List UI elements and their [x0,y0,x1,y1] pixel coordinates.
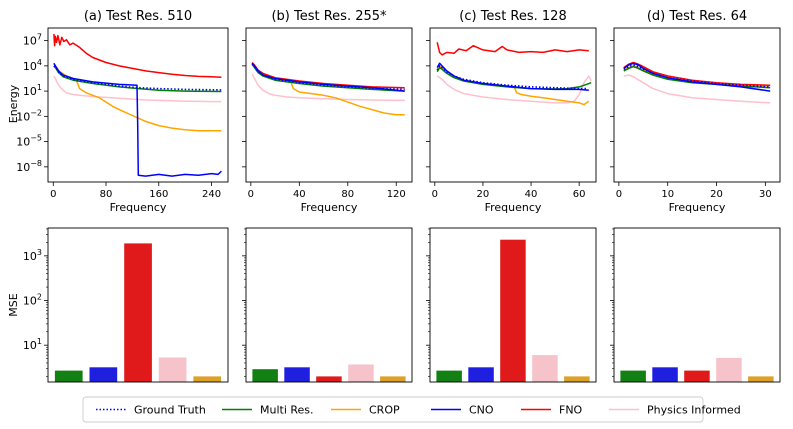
mse-axis-label: MSE [7,293,20,316]
legend-frame [82,396,704,423]
panel-title: (a) Test Res. 510 [84,9,192,24]
panel-title: (c) Test Res. 128 [459,9,566,24]
bar-crop [564,376,590,382]
energy-panel-4: 0 10 20 30 (d) Test Res. 64 Frequency [610,9,781,214]
x-axis-label: Frequency [301,201,358,214]
bar-fno [316,376,342,382]
x-tick-label: 240 [202,189,221,200]
y-tick-label: 101 [23,83,42,98]
bar-crop [748,376,774,382]
bar-multi-res [54,370,83,382]
x-axis-label: Frequency [669,201,726,214]
y-tick-label: 10−8 [16,159,42,174]
x-tick-label: 20 [477,189,490,200]
x-tick-label: 40 [525,189,538,200]
bar-cno [652,367,678,382]
panel-title: (b) Test Res. 255* [271,9,387,24]
plot-frame [613,27,781,183]
x-tick-label: 80 [341,189,354,200]
series-line-crop [436,65,590,106]
x-axis-label: Frequency [485,201,542,214]
x-tick-label: 20 [710,189,723,200]
bar-crop [193,376,222,382]
x-tick-label: 160 [149,189,168,200]
legend: Ground Truth Multi Res. CROP CNO FNO Physics … [82,396,741,423]
bar-physics-informed [532,355,558,382]
panel-title: (d) Test Res. 64 [647,9,747,24]
bar-fno [500,239,526,382]
bar-crop [380,376,406,382]
plot-frame [47,27,229,183]
series-line-physics-informed [436,75,592,104]
plot-frame [245,27,413,183]
legend-label: CROP [369,404,400,417]
bar-physics-informed [716,357,742,382]
series-line-fno [251,61,405,89]
x-tick-label: 0 [248,189,254,200]
series-line-fno [436,42,589,56]
x-tick-label: 120 [387,189,406,200]
plot-frame [245,227,413,383]
series-line-cno [53,62,222,177]
bar-physics-informed [348,364,374,382]
series-line-fno [53,33,222,78]
bar-cno [468,367,494,382]
x-tick-label: 30 [759,189,772,200]
energy-axis-label: Energy [7,84,20,123]
series-line-multi-res [53,65,222,93]
mse-panel-4 [610,227,781,383]
x-tick-label: 0 [616,189,622,200]
legend-label: CNO [469,404,494,417]
y-tick-label: 104 [23,58,42,73]
plot-frame [429,27,597,183]
series-line-physics-informed [53,75,222,103]
y-tick-label: 107 [23,33,42,48]
energy-panel-1: 0 80 160 240 107 104 101 10−2 10−5 10−8 (a) Test R… [16,9,229,214]
y-tick-label: 10−5 [16,134,42,149]
y-tick-label: 103 [23,248,42,263]
mse-panel-2 [242,227,413,383]
legend-label: Physics Informed [647,404,741,417]
x-tick-label: 0 [432,189,438,200]
series-line-fno [623,61,771,86]
bar-multi-res [252,369,278,382]
bar-fno [684,370,710,382]
bar-multi-res [620,370,646,382]
series-line-ground-truth [251,63,405,91]
x-tick-label: 80 [100,189,113,200]
series-line-multi-res [436,66,592,90]
legend-label: Ground Truth [134,404,206,417]
x-tick-label: 0 [50,189,56,200]
bar-cno [89,367,118,382]
plot-frame [613,227,781,383]
bar-physics-informed [158,357,187,382]
series-line-physics-informed [251,73,405,102]
y-tick-label: 10−2 [16,108,42,123]
series-line-cno [251,62,405,92]
bar-cno [284,367,310,382]
bar-fno [124,243,152,382]
legend-label: FNO [559,404,583,417]
mse-panel-3 [426,227,597,383]
energy-panel-2: 0 40 80 120 (b) Test Res. 255* Frequency [242,9,413,214]
series-line-ground-truth [53,65,222,91]
mse-panel-1: 101 102 103 [23,227,229,383]
x-tick-label: 40 [293,189,306,200]
series-line-cno [436,62,589,92]
legend-label: Multi Res. [260,404,314,417]
bar-multi-res [436,370,462,382]
series-line-ground-truth [436,65,587,90]
series-line-physics-informed [623,74,771,104]
y-tick-label: 101 [23,337,42,352]
energy-panel-3: 0 20 40 60 (c) Test Res. 128 Frequency [426,9,597,214]
series-line-ground-truth [623,64,771,88]
y-tick-label: 102 [23,293,42,308]
x-axis-label: Frequency [110,201,167,214]
x-tick-label: 60 [573,189,586,200]
x-tick-label: 10 [661,189,674,200]
